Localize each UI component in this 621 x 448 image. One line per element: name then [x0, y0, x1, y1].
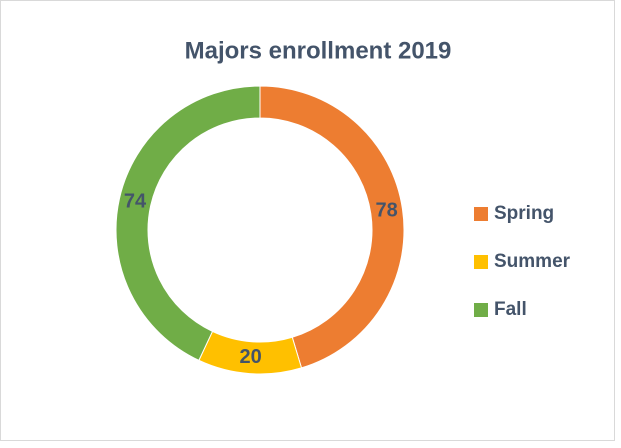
- donut-segment: [259, 85, 405, 369]
- legend-label: Fall: [494, 299, 527, 320]
- chart-title: Majors enrollment 2019: [185, 37, 452, 64]
- data-label: 20: [240, 346, 262, 368]
- data-label: 78: [376, 200, 398, 222]
- donut-segment: [115, 85, 261, 362]
- chart-frame: [0, 0, 615, 441]
- legend-swatch: [474, 207, 488, 221]
- legend-label: Spring: [494, 203, 554, 224]
- data-label: 74: [124, 190, 147, 212]
- legend-label: Summer: [494, 251, 571, 272]
- legend-swatch: [474, 303, 488, 317]
- legend-swatch: [474, 255, 488, 269]
